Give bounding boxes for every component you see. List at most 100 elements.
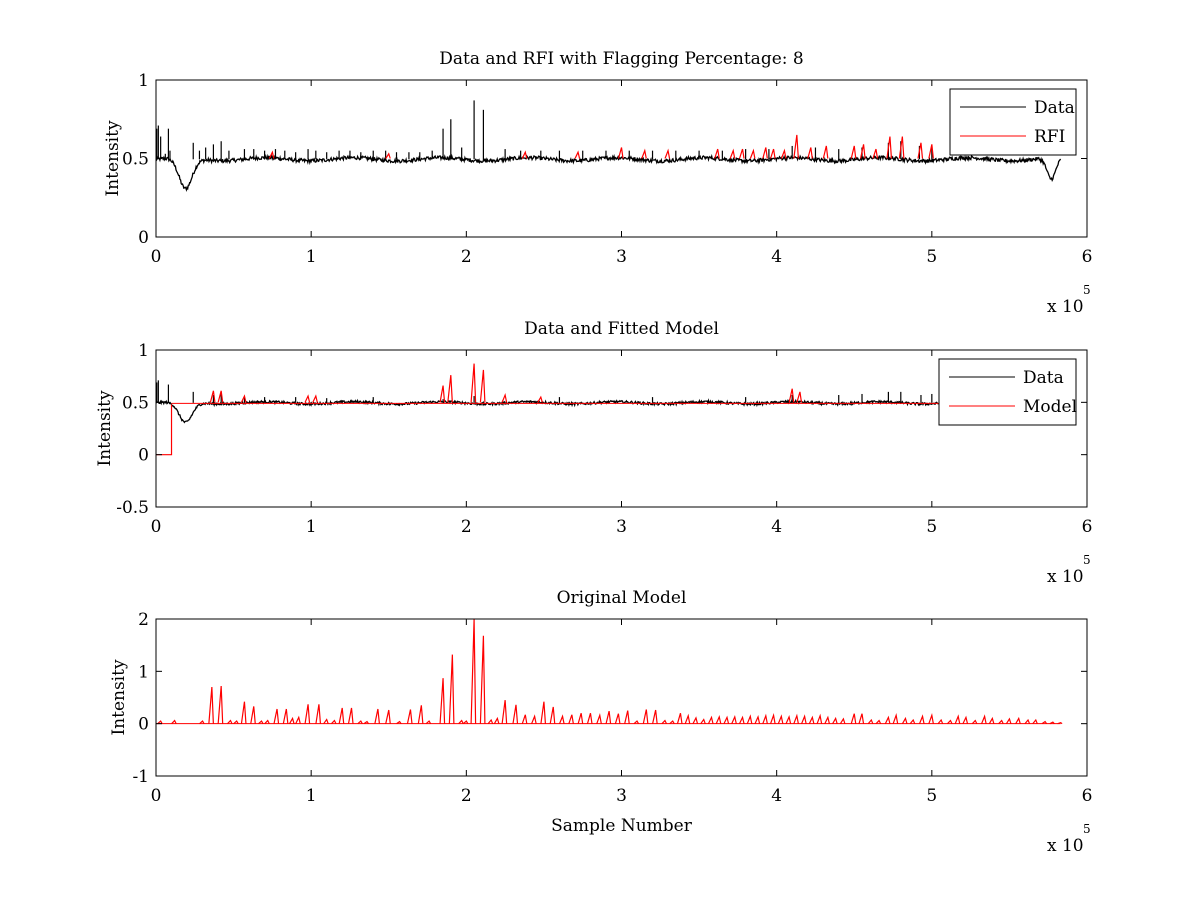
spike	[1041, 720, 1048, 725]
spike	[1024, 718, 1031, 725]
spike	[208, 686, 214, 724]
spike	[264, 719, 270, 725]
spike	[762, 713, 768, 724]
spike	[217, 390, 224, 403]
spike	[928, 712, 934, 724]
spike	[937, 718, 944, 725]
y-tick-label: 2	[138, 610, 149, 630]
spike	[762, 147, 768, 159]
spike	[240, 394, 247, 403]
spike	[884, 715, 891, 724]
x-tick-label: 6	[1082, 517, 1093, 537]
x-exponent-power: 5	[1083, 822, 1091, 836]
spike	[707, 715, 714, 724]
spike	[540, 701, 547, 724]
y-axis-label: Intensity	[103, 120, 123, 196]
spike	[642, 709, 649, 724]
spike	[568, 714, 574, 724]
spike	[558, 714, 565, 724]
spike	[458, 719, 464, 725]
x-tick-label: 3	[616, 517, 627, 537]
spike	[684, 713, 691, 724]
spike	[738, 148, 745, 159]
x-axis-label: Sample Number	[551, 816, 693, 836]
spike	[171, 719, 177, 725]
spike	[793, 134, 799, 159]
spike	[521, 714, 528, 724]
spike	[901, 716, 908, 724]
spike	[898, 136, 905, 159]
y-tick-label: 0	[138, 715, 149, 735]
spike	[304, 704, 311, 724]
y-tick-label: -0.5	[116, 498, 149, 518]
spike	[700, 718, 706, 725]
spike	[749, 148, 756, 159]
x-tick-label: 0	[151, 517, 162, 537]
x-tick-label: 6	[1082, 247, 1093, 267]
spike	[692, 716, 699, 724]
spike	[304, 394, 311, 403]
x-tick-label: 5	[926, 247, 937, 267]
spike	[954, 714, 961, 724]
spike	[470, 619, 477, 724]
spike	[822, 145, 829, 159]
spike	[858, 713, 865, 724]
spike	[872, 148, 879, 159]
spike	[788, 388, 795, 403]
spike	[157, 720, 163, 725]
spike	[282, 708, 289, 724]
spike	[850, 145, 857, 159]
x-tick-label: 4	[771, 786, 782, 806]
x-exponent-label: x 10	[1047, 836, 1084, 856]
series-rfi	[268, 134, 934, 159]
spike	[273, 708, 280, 724]
x-exponent-power: 5	[1083, 283, 1091, 297]
spike	[892, 712, 899, 724]
y-tick-label: 0.5	[122, 393, 149, 413]
spike	[793, 713, 799, 724]
y-tick-label: 0	[138, 228, 149, 248]
spike	[227, 719, 233, 725]
x-tick-label: 4	[771, 247, 782, 267]
spike	[1032, 718, 1038, 725]
spike	[295, 715, 301, 724]
spike	[832, 716, 838, 724]
x-tick-label: 6	[1082, 786, 1093, 806]
spike	[425, 720, 432, 725]
spike	[323, 718, 329, 725]
spike	[1057, 721, 1063, 725]
series-model	[156, 619, 1063, 725]
spike	[807, 147, 813, 159]
spike	[439, 385, 446, 403]
spike	[769, 148, 776, 159]
spike	[918, 714, 925, 724]
spike	[796, 391, 803, 403]
chart-title: Original Model	[557, 588, 687, 608]
spike	[886, 136, 893, 159]
x-tick-label: 3	[616, 786, 627, 806]
spike	[406, 709, 413, 724]
spike	[917, 142, 924, 159]
spike	[641, 148, 647, 159]
spike	[385, 709, 391, 724]
legend-label: RFI	[1034, 127, 1065, 147]
x-tick-label: 1	[306, 786, 317, 806]
spike	[816, 713, 823, 724]
spike	[875, 719, 882, 725]
x-exponent-label: x 10	[1047, 297, 1084, 317]
spike	[664, 148, 671, 159]
x-tick-label: 4	[771, 517, 782, 537]
spike	[928, 144, 934, 159]
x-tick-label: 0	[151, 786, 162, 806]
legend-label: Data	[1034, 98, 1075, 118]
spike	[729, 148, 736, 159]
legend-box	[938, 358, 1077, 426]
chart-title: Data and RFI with Flagging Percentage: 8	[439, 49, 803, 69]
y-axis-label: Intensity	[109, 659, 129, 735]
spike	[250, 706, 256, 724]
spike	[962, 715, 969, 724]
spike	[605, 710, 612, 724]
spike	[501, 700, 508, 724]
